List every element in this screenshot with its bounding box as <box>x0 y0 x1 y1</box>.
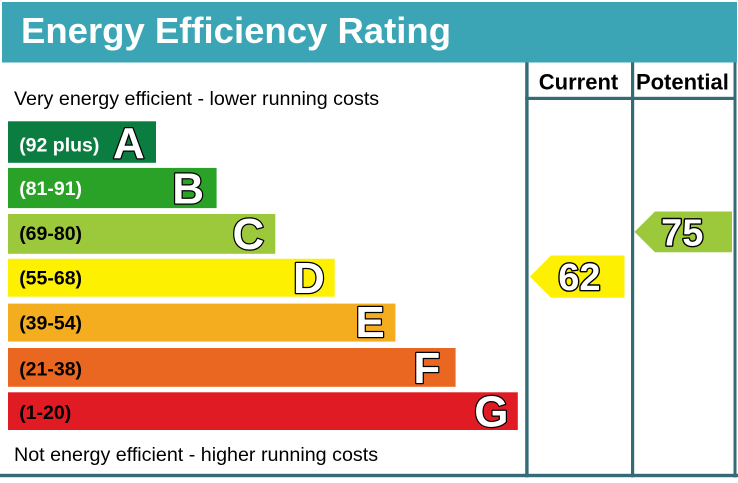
svg-text:C: C <box>233 210 265 259</box>
svg-text:D: D <box>293 254 325 303</box>
svg-text:Potential: Potential <box>636 70 729 95</box>
svg-text:Very energy efficient - lower: Very energy efficient - lower running co… <box>14 88 379 110</box>
svg-text:(55-68): (55-68) <box>19 268 82 290</box>
svg-text:(69-80): (69-80) <box>19 223 82 245</box>
svg-text:A: A <box>113 119 145 168</box>
svg-text:Current: Current <box>539 70 619 95</box>
svg-text:(1-20): (1-20) <box>19 402 71 424</box>
svg-text:F: F <box>413 344 440 393</box>
svg-text:Not energy efficient - higher: Not energy efficient - higher running co… <box>14 444 378 466</box>
svg-text:B: B <box>172 165 204 214</box>
svg-text:75: 75 <box>661 213 703 255</box>
svg-text:(81-91): (81-91) <box>19 178 82 200</box>
svg-text:62: 62 <box>558 257 600 299</box>
svg-text:G: G <box>474 388 508 437</box>
svg-text:(21-38): (21-38) <box>19 359 82 381</box>
svg-text:(39-54): (39-54) <box>19 313 82 335</box>
svg-text:E: E <box>355 298 384 347</box>
svg-text:Energy Efficiency Rating: Energy Efficiency Rating <box>21 10 451 51</box>
svg-text:(92 plus): (92 plus) <box>19 134 99 156</box>
